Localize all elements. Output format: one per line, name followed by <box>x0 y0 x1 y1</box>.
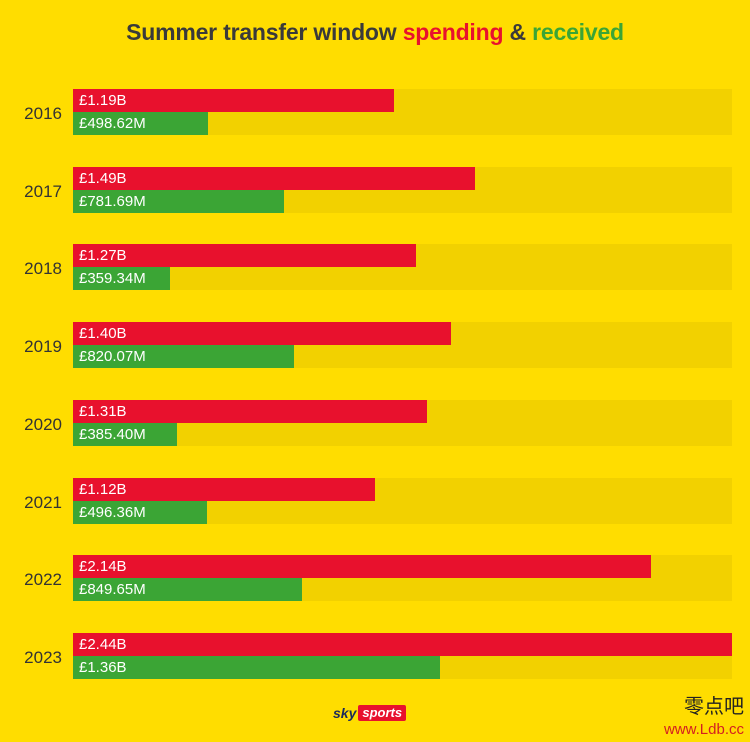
received-value-label: £385.40M <box>79 426 146 443</box>
year-label: 2019 <box>24 337 62 356</box>
sky-sports-logo: sky sports <box>333 704 407 722</box>
year-label: 2021 <box>24 493 62 512</box>
spending-bar <box>73 322 451 345</box>
received-value-label: £820.07M <box>79 348 146 365</box>
title-received: received <box>532 19 624 45</box>
chart-title: Summer transfer window spending & receiv… <box>0 19 750 46</box>
sky-logo-word: sky <box>333 705 357 721</box>
received-value-label: £496.36M <box>79 504 146 521</box>
year-label: 2022 <box>24 570 62 589</box>
bar-track <box>73 423 732 446</box>
spending-value-label: £1.19B <box>79 92 127 109</box>
sports-logo-word: sports <box>358 705 407 721</box>
spending-value-label: £2.14B <box>79 558 127 575</box>
spending-value-label: £1.27B <box>79 247 127 264</box>
received-value-label: £498.62M <box>79 115 146 132</box>
bar-track <box>73 267 732 290</box>
spending-bar <box>73 89 394 112</box>
year-label: 2016 <box>24 104 62 123</box>
year-label: 2023 <box>24 648 62 667</box>
spending-value-label: £1.49B <box>79 170 127 187</box>
received-bar <box>73 267 170 290</box>
title-spending: spending <box>402 19 504 45</box>
watermark-chinese: 零点吧 <box>684 694 744 718</box>
spending-value-label: £1.12B <box>79 481 127 498</box>
year-label: 2017 <box>24 182 62 201</box>
received-bar <box>73 578 302 601</box>
year-label: 2020 <box>24 415 62 434</box>
spending-bar <box>73 555 651 578</box>
received-value-label: £359.34M <box>79 270 146 287</box>
spending-bar <box>73 633 732 656</box>
received-bar <box>73 112 208 135</box>
spending-value-label: £1.31B <box>79 403 127 420</box>
bar-track <box>73 112 732 135</box>
spending-bar <box>73 167 475 190</box>
spending-bar <box>73 478 375 501</box>
received-bar <box>73 656 440 679</box>
received-value-label: £1.36B <box>79 659 127 676</box>
watermark: 零点吧 www.Ldb.cc <box>664 690 744 738</box>
spending-bar <box>73 400 427 423</box>
received-bar <box>73 190 284 213</box>
received-value-label: £849.65M <box>79 581 146 598</box>
received-bar <box>73 345 294 368</box>
spending-value-label: £1.40B <box>79 325 127 342</box>
received-bar <box>73 501 207 524</box>
received-bar <box>73 423 177 446</box>
spending-value-label: £2.44B <box>79 636 127 653</box>
title-prefix: Summer transfer window <box>126 19 397 45</box>
title-amp: & <box>509 19 527 45</box>
spending-bar <box>73 244 416 267</box>
watermark-url: www.Ldb.cc <box>663 721 744 738</box>
received-value-label: £781.69M <box>79 193 146 210</box>
year-label: 2018 <box>24 259 62 278</box>
bar-track <box>73 501 732 524</box>
